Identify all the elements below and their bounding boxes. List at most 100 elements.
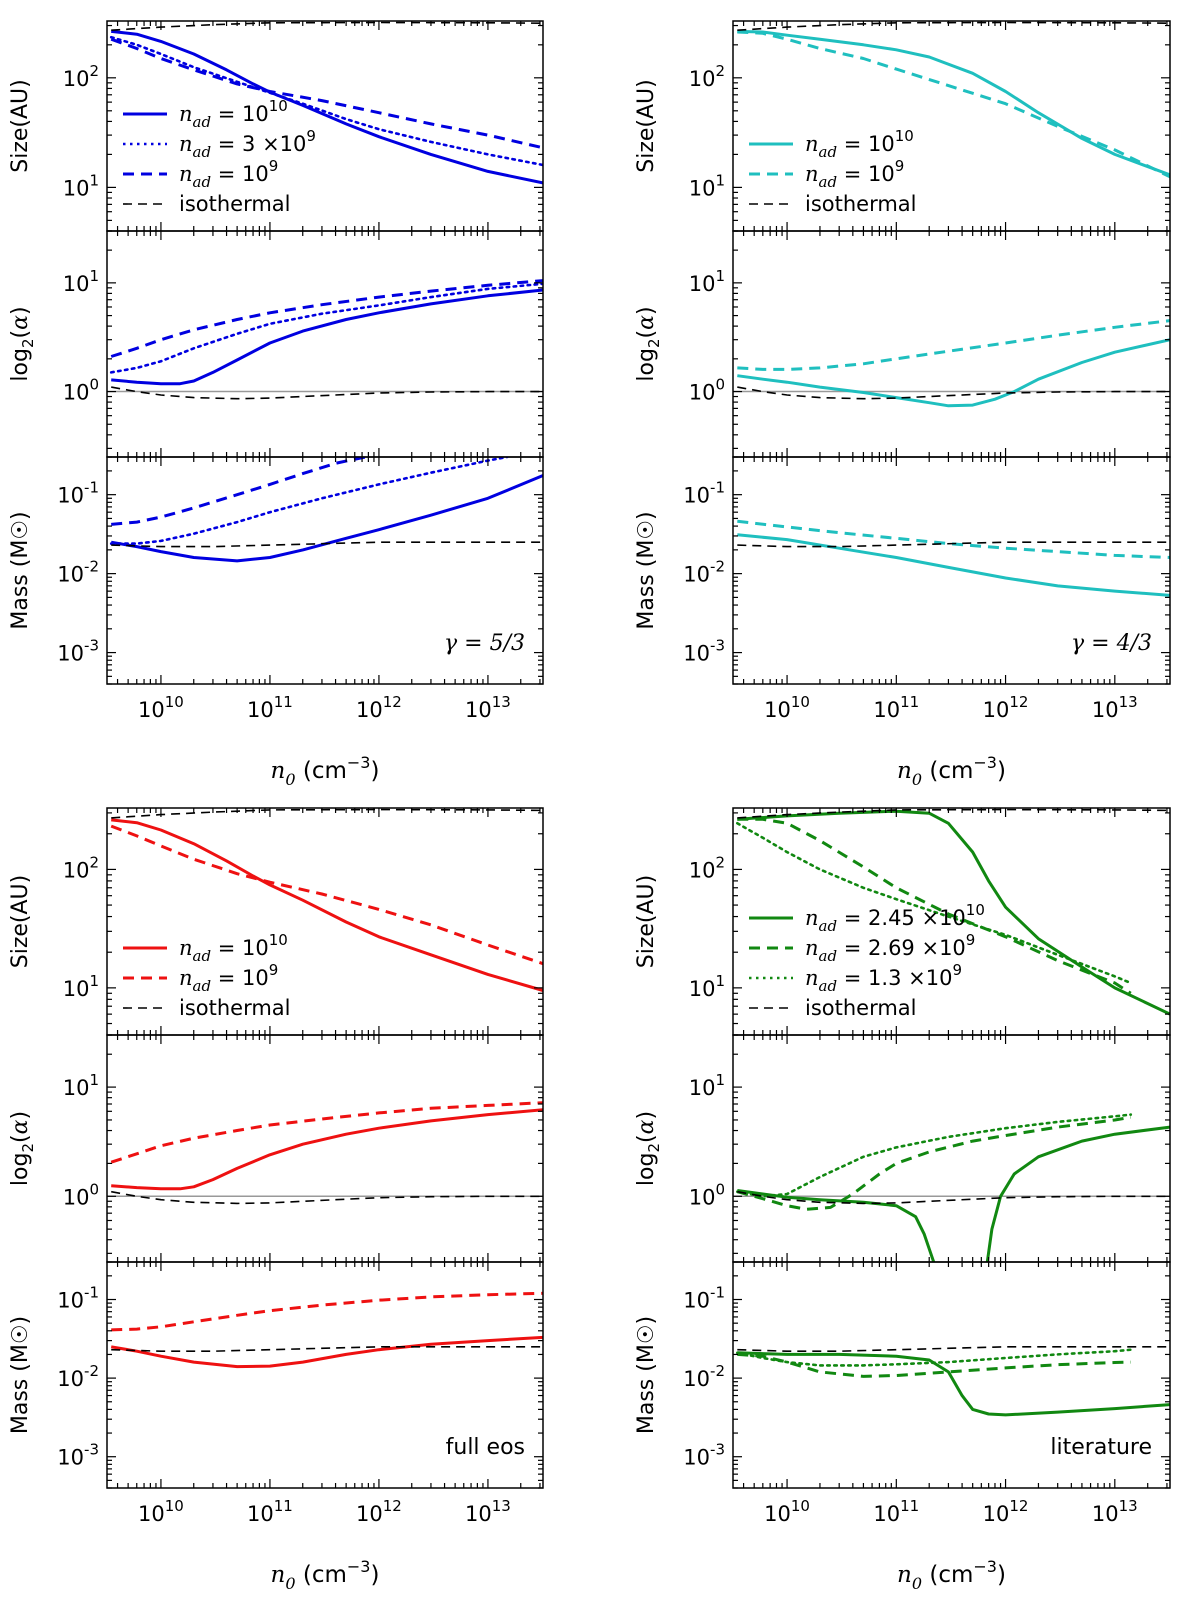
panel-frame [106, 807, 544, 1036]
series-group [109, 279, 543, 400]
y-tick-label: 102 [689, 62, 725, 91]
series-line-dotted [109, 35, 543, 167]
y-tick-label: 10-1 [683, 1284, 725, 1313]
panel-frame [732, 230, 1171, 458]
panel-frame [106, 1034, 544, 1263]
series-line-dashed [111, 457, 366, 526]
legend-label: isothermal [805, 192, 917, 216]
series-line-dashed [110, 824, 543, 966]
y-tick-label: 101 [689, 972, 725, 1001]
x-axis-label: n0 (cm−3) [271, 753, 380, 789]
series-line-dashed [737, 817, 1132, 995]
series-line-solid [737, 1351, 1170, 1417]
x-tick-label: 1010 [138, 693, 184, 722]
y-tick-label: 100 [63, 376, 99, 405]
panel-alpha: 100 101 log2(α) [634, 230, 1171, 458]
x-tick-label: 1011 [873, 1497, 919, 1526]
x-tick-labels: 1010 1011 1012 1013 [764, 1497, 1138, 1526]
y-tick-label: 102 [63, 853, 99, 882]
panel-alpha: 100 101 log2(α) [634, 1034, 1171, 1263]
x-tick-labels: 1010 1011 1012 1013 [138, 1497, 511, 1526]
y-tick-label: 10-2 [57, 558, 99, 587]
series-line-solid [737, 338, 1170, 408]
legend-label: nad = 109 [179, 961, 278, 995]
series-line-iso [737, 386, 1170, 400]
series-group [110, 808, 543, 992]
y-axis-label: Mass (M☉) [8, 511, 33, 629]
y-tick-label: 100 [689, 376, 725, 405]
panel-frame [106, 20, 544, 232]
series-line-iso [111, 386, 543, 400]
legend-label: isothermal [805, 996, 917, 1020]
panel-mass: 10-3 10-2 10-1 Mass (M☉) γ = 5/3 [8, 456, 544, 685]
panel-frame [732, 456, 1171, 685]
series-line-solid [110, 1335, 543, 1369]
series-line-iso [111, 1346, 543, 1352]
x-tick-label: 1012 [983, 1497, 1029, 1526]
y-tick-label: 10-1 [683, 479, 725, 508]
panel-annotation: γ = 4/3 [1071, 631, 1152, 656]
legend-label: nad = 1.3 ×109 [805, 961, 962, 995]
series-line-dotted [109, 282, 543, 374]
x-tick-label: 1010 [764, 693, 810, 722]
series-line-solid [737, 809, 1170, 1016]
series-group [109, 21, 543, 185]
y-axis-label: log2(α) [8, 306, 37, 381]
y-axis-label: Size(AU) [634, 875, 659, 968]
series-line-solid [110, 474, 543, 563]
legend-label: isothermal [179, 996, 291, 1020]
y-tick-label: 10-1 [57, 1284, 99, 1313]
x-tick-labels: 1010 1011 1012 1013 [764, 693, 1138, 722]
series-group [735, 1113, 1170, 1262]
x-tick-label: 1012 [356, 1497, 402, 1526]
series-line-iso [111, 1190, 543, 1205]
series-group [735, 1346, 1170, 1417]
x-tick-label: 1010 [764, 1497, 810, 1526]
series-line-solid [111, 1108, 543, 1191]
series-line-dotted [109, 457, 509, 545]
series-line-dashed [111, 1291, 543, 1332]
y-axis-label: log2(α) [634, 1111, 663, 1186]
series-group [110, 1101, 543, 1205]
x-axis-label: n0 (cm−3) [897, 753, 1006, 789]
series-line-dotted [735, 1348, 1133, 1367]
y-tick-label: 101 [63, 1071, 99, 1100]
y-axis-label: Size(AU) [8, 875, 33, 968]
panel-annotation: full eos [446, 1435, 525, 1460]
y-tick-label: 10-1 [57, 479, 99, 508]
series-line-dashed [737, 519, 1170, 559]
series-line-iso [737, 1346, 1170, 1352]
series-line-solid [737, 533, 1170, 597]
series-line-solid [737, 1189, 936, 1262]
series-line-solid [985, 1125, 1170, 1262]
x-tick-label: 1011 [247, 1497, 293, 1526]
panel-frame [732, 1261, 1171, 1489]
series-line-iso [737, 541, 1170, 548]
panel-alpha: 100 101 log2(α) [8, 1034, 544, 1263]
legend-label: nad = 2.45 ×1010 [805, 901, 985, 935]
y-axis-label: Mass (M☉) [634, 1316, 659, 1434]
y-tick-label: 10-3 [683, 637, 725, 666]
y-tick-label: 10-2 [683, 1362, 725, 1391]
legend-label: isothermal [179, 192, 291, 216]
series-line-iso [111, 541, 543, 548]
panel-frame [732, 1034, 1171, 1263]
y-tick-label: 101 [689, 1071, 725, 1100]
y-axis-label: Size(AU) [8, 79, 33, 172]
y-axis-label: log2(α) [634, 306, 663, 381]
legend-label: nad = 3 ×109 [179, 127, 316, 161]
legend-label: nad = 2.69 ×109 [805, 931, 975, 965]
y-tick-label: 10-2 [57, 1362, 99, 1391]
y-tick-label: 101 [63, 171, 99, 200]
x-axis-label: n0 (cm−3) [271, 1557, 380, 1593]
y-tick-label: 102 [63, 62, 99, 91]
x-tick-label: 1012 [983, 693, 1029, 722]
